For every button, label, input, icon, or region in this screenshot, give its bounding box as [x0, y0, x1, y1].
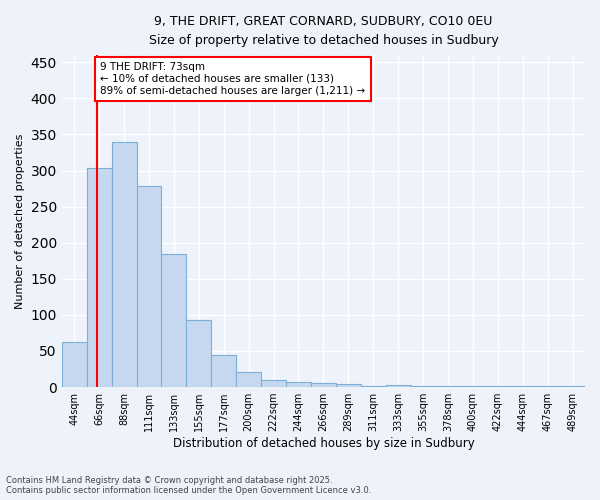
- Bar: [410, 386, 436, 387]
- Bar: [112, 142, 137, 387]
- Bar: [485, 386, 510, 387]
- Bar: [236, 372, 261, 387]
- Bar: [187, 320, 211, 387]
- Bar: [261, 380, 286, 387]
- Bar: [560, 386, 585, 387]
- Bar: [311, 384, 336, 387]
- Bar: [137, 186, 161, 387]
- Y-axis label: Number of detached properties: Number of detached properties: [15, 134, 25, 309]
- Bar: [62, 342, 87, 387]
- X-axis label: Distribution of detached houses by size in Sudbury: Distribution of detached houses by size …: [173, 437, 474, 450]
- Bar: [510, 386, 535, 387]
- Bar: [535, 386, 560, 387]
- Bar: [436, 386, 460, 387]
- Bar: [386, 385, 410, 387]
- Text: Contains HM Land Registry data © Crown copyright and database right 2025.
Contai: Contains HM Land Registry data © Crown c…: [6, 476, 371, 495]
- Bar: [336, 384, 361, 387]
- Bar: [87, 168, 112, 387]
- Bar: [211, 354, 236, 387]
- Bar: [460, 386, 485, 387]
- Bar: [361, 386, 386, 387]
- Text: 9 THE DRIFT: 73sqm
← 10% of detached houses are smaller (133)
89% of semi-detach: 9 THE DRIFT: 73sqm ← 10% of detached hou…: [100, 62, 365, 96]
- Bar: [286, 382, 311, 387]
- Title: 9, THE DRIFT, GREAT CORNARD, SUDBURY, CO10 0EU
Size of property relative to deta: 9, THE DRIFT, GREAT CORNARD, SUDBURY, CO…: [149, 15, 498, 47]
- Bar: [161, 254, 187, 387]
